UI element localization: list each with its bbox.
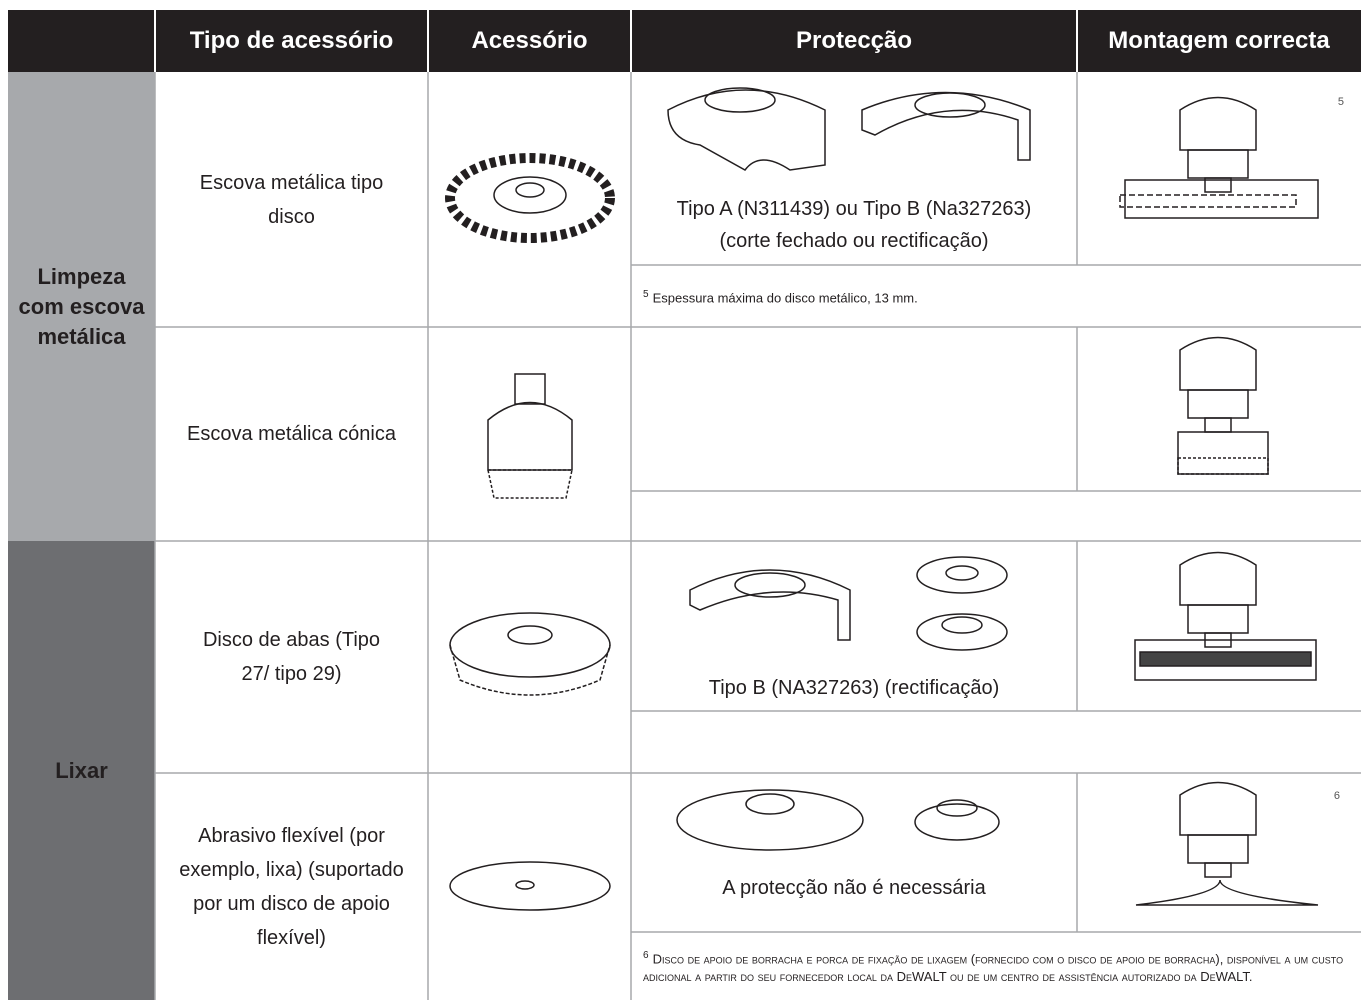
footnote-text: Disco de apoio de borracha e porca de fi… [643, 951, 1344, 984]
group-label: Limpeza com escova metálica [18, 263, 145, 349]
footnote-text: Espessura máxima do disco metálico, 13 m… [652, 290, 918, 306]
accessory-type: Abrasivo flexível (por exemplo, lixa) (s… [179, 824, 404, 949]
footnote: 6 Disco de apoio de borracha e porca de f… [631, 932, 1361, 1000]
header-bg [8, 10, 1361, 72]
protection: Tipo B (NA327263) (rectificação) [708, 677, 1000, 699]
header-cell: Tipo de acessório [189, 27, 394, 54]
accessory-type: Escova metálica tipo disco [199, 171, 384, 228]
footnote: 5 Espessura máxima do disco metálico, 13 … [631, 265, 1361, 327]
header-cell: Acessório [471, 27, 588, 54]
accessory-type: Escova metálica cónica [187, 423, 396, 445]
group-bg [8, 72, 155, 541]
grid-lines [154, 72, 1361, 1000]
illustrations [445, 87, 1319, 911]
header-cell: Montagem correcta [1108, 27, 1330, 54]
footnote-ref: 6 [1333, 790, 1340, 802]
protection: A protecção não é necessária [722, 877, 986, 899]
header-dividers [154, 10, 1078, 72]
group-label: Lixar [55, 757, 108, 783]
group-bg [8, 541, 155, 1000]
footnote-marker: 5 [643, 288, 649, 300]
protection: Tipo A (N311439) ou Tipo B (Na327263)(co… [676, 198, 1032, 252]
footnote-marker: 6 [643, 950, 649, 962]
header-cell: Protecção [795, 27, 913, 54]
accessory-type: Disco de abas (Tipo 27/ tipo 29) [202, 629, 381, 685]
footnote-ref: 5 [1337, 96, 1344, 108]
